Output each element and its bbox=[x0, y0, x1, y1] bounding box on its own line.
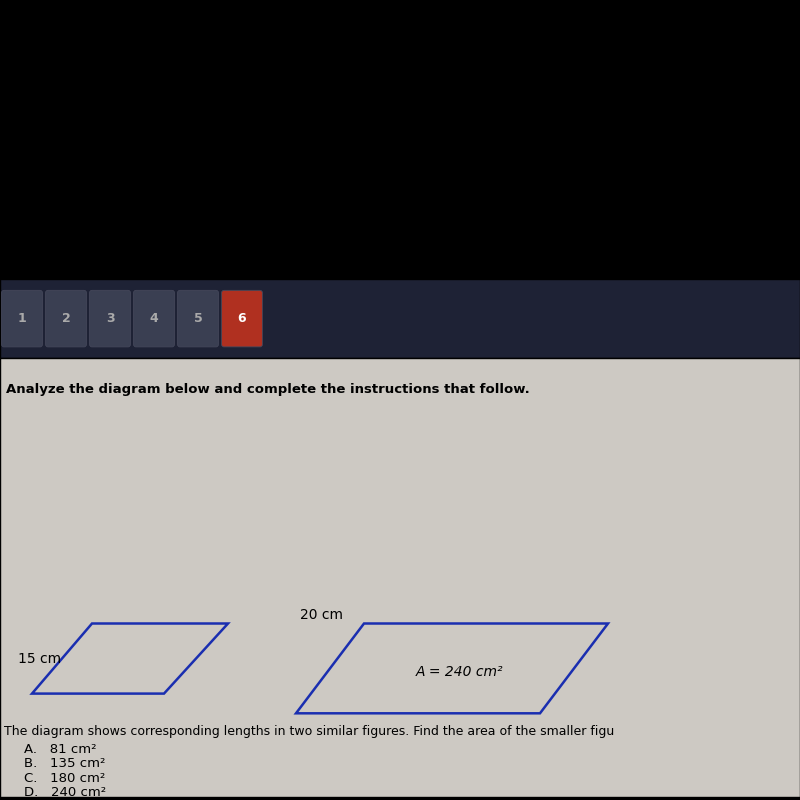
FancyBboxPatch shape bbox=[46, 290, 86, 347]
Text: Analyze the diagram below and complete the instructions that follow.: Analyze the diagram below and complete t… bbox=[6, 382, 530, 396]
FancyBboxPatch shape bbox=[90, 290, 130, 347]
Text: 5: 5 bbox=[194, 312, 202, 325]
Text: B.   135 cm²: B. 135 cm² bbox=[24, 757, 106, 770]
Polygon shape bbox=[32, 623, 228, 694]
FancyBboxPatch shape bbox=[0, 0, 800, 278]
Text: 1: 1 bbox=[18, 312, 26, 325]
Text: The diagram shows corresponding lengths in two similar figures. Find the area of: The diagram shows corresponding lengths … bbox=[4, 726, 614, 738]
Text: 4: 4 bbox=[150, 312, 158, 325]
FancyBboxPatch shape bbox=[178, 290, 218, 347]
Text: 2: 2 bbox=[62, 312, 70, 325]
Text: A.   81 cm²: A. 81 cm² bbox=[24, 742, 97, 756]
Text: A = 240 cm²: A = 240 cm² bbox=[416, 665, 504, 678]
Text: 3: 3 bbox=[106, 312, 114, 325]
FancyBboxPatch shape bbox=[2, 290, 42, 347]
FancyBboxPatch shape bbox=[134, 290, 174, 347]
FancyBboxPatch shape bbox=[222, 290, 262, 347]
Text: C.   180 cm²: C. 180 cm² bbox=[24, 772, 106, 785]
Text: 15 cm: 15 cm bbox=[18, 651, 61, 666]
Text: D.   240 cm²: D. 240 cm² bbox=[24, 786, 106, 799]
FancyBboxPatch shape bbox=[0, 358, 800, 797]
Polygon shape bbox=[296, 623, 608, 714]
Text: 20 cm: 20 cm bbox=[300, 608, 343, 622]
Text: 6: 6 bbox=[238, 312, 246, 325]
FancyBboxPatch shape bbox=[0, 278, 800, 358]
